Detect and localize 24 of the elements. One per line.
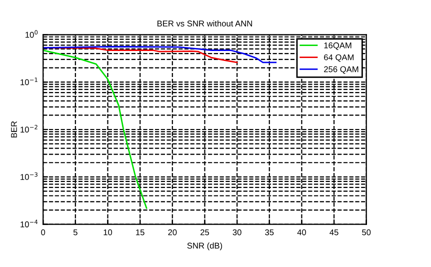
legend-label: 256 QAM [324,66,358,74]
x-tick-label: 0 [41,229,46,236]
x-tick-label: 45 [330,229,338,236]
x-tick-label: 30 [232,229,242,236]
x-tick-label: 40 [297,229,306,236]
legend-label: 64 QAM [324,54,354,62]
y-tick-label: 10$^{−4}$ [20,220,38,228]
y-tick-label: 10$^{−1}$ [20,78,38,86]
x-tick-label: 25 [200,229,210,236]
line-series [43,50,148,209]
x-tick-label: 15 [136,229,144,236]
x-tick-label: 5 [73,229,78,236]
line-series [43,46,277,64]
y-axis-title: BER [11,121,17,138]
x-tick-label: 35 [265,229,274,236]
chart-title: BER vs SNR without ANN [157,20,252,26]
x-tick-label: 20 [168,229,177,236]
x-tick-label: 10 [104,229,112,236]
y-tick-label: 10$^{0}$ [26,30,38,38]
x-axis-title: SNR (dB) [187,242,222,250]
y-tick-label: 10$^{−3}$ [20,172,38,180]
y-tick-label: 10$^{−2}$ [20,124,38,133]
x-tick-label: 50 [362,229,371,236]
legend-label: 16QAM [324,42,352,50]
